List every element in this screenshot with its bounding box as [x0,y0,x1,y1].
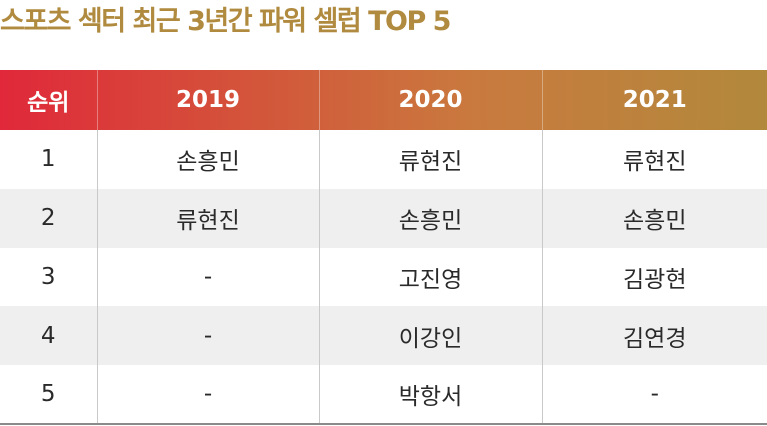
header-year-2019: 2019 [96,70,319,130]
header-year-2020: 2020 [318,70,542,130]
table-row: 5 - 박항서 - [0,365,767,425]
celeb-cell: 이강인 [318,306,542,366]
celeb-cell: - [541,365,767,425]
rank-cell: 5 [0,365,97,425]
celeb-cell: 류현진 [318,130,542,189]
celeb-cell: 류현진 [541,130,767,189]
rank-cell: 2 [40,205,56,232]
celeb-cell: 류현진 [96,188,319,248]
celeb-cell: 손흥민 [541,188,767,248]
rank-cell: 1 [40,146,56,173]
rank-cell: 4 [40,322,56,349]
page-title: 스포츠 섹터 최근 3년간 파워 셀럽 TOP 5 [0,6,451,37]
celeb-cell: 손흥민 [318,188,542,248]
table-row: 4 - 이강인 김연경 [0,306,767,366]
celeb-cell: - [96,306,319,366]
celeb-cell: 고진영 [318,247,542,307]
celeb-cell: 김연경 [541,306,767,366]
header-year-2021: 2021 [541,70,767,130]
table-row: 2 류현진 손흥민 손흥민 [0,188,767,248]
celeb-cell: 박항서 [318,365,542,425]
header-rank: 순위 [27,90,70,116]
ranking-table: 순위 2019 2020 2021 1 손흥민 류현진 류현진 2 류현진 손흥… [0,70,767,425]
celeb-cell: 김광현 [541,247,767,307]
celeb-cell: - [96,247,319,307]
table-row: 3 - 고진영 김광현 [0,247,767,307]
celeb-cell: 손흥민 [96,130,319,189]
table-row: 1 손흥민 류현진 류현진 [0,130,767,189]
celeb-cell: - [96,365,319,425]
rank-cell: 3 [40,263,56,290]
table-header-row: 순위 2019 2020 2021 [0,70,767,130]
